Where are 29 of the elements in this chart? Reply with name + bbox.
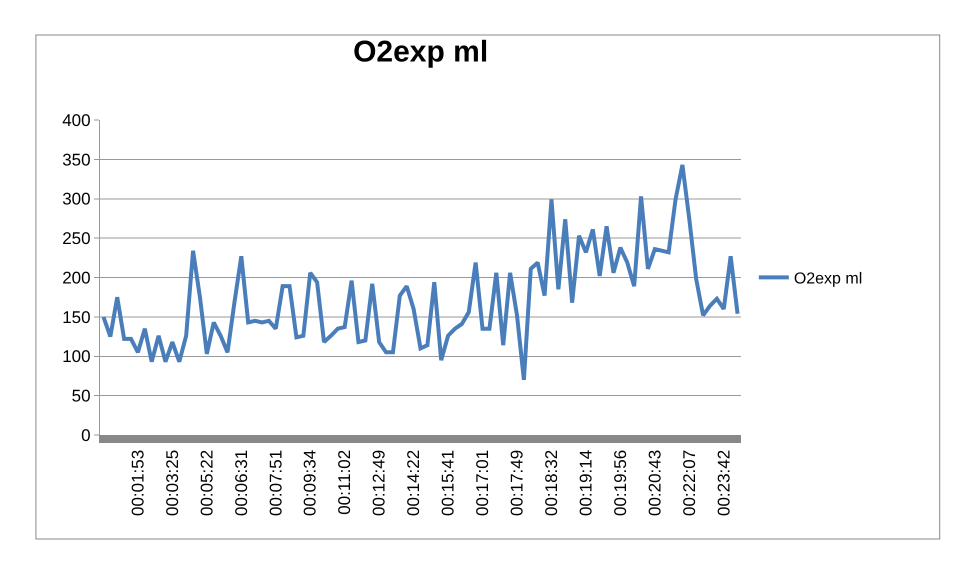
x-tick-label: 00:17:01 [473, 450, 492, 516]
x-tick-label: 00:07:51 [266, 450, 286, 516]
x-tick-label: 00:20:43 [645, 450, 664, 516]
x-tick-label: 00:22:07 [680, 450, 699, 516]
y-tick-label: 200 [62, 268, 91, 288]
x-tick-label: 00:19:14 [576, 450, 596, 516]
x-tick-label: 00:15:41 [438, 450, 458, 516]
x-tick-label: 00:11:02 [335, 450, 354, 515]
x-tick-label: 00:17:49 [508, 450, 527, 516]
x-tick-label: 00:05:22 [197, 450, 216, 516]
x-tick-label: 00:03:25 [162, 450, 182, 516]
y-tick-label: 250 [62, 229, 91, 248]
x-tick-label: 00:06:31 [232, 450, 251, 516]
chart-title: O2exp ml [353, 36, 488, 69]
x-tick-label: 00:23:42 [714, 450, 734, 516]
y-tick-label: 0 [81, 426, 91, 445]
y-tick-label: 100 [62, 347, 91, 366]
y-tick-label: 50 [72, 386, 91, 406]
y-tick-label: 300 [62, 190, 91, 209]
x-tick-label: 00:01:53 [128, 450, 148, 516]
x-tick-label: 00:14:22 [404, 450, 424, 516]
y-tick-label: 150 [62, 308, 91, 327]
x-tick-label: 00:19:56 [610, 450, 630, 516]
legend-label: O2exp ml [794, 270, 862, 288]
y-tick-label: 350 [62, 150, 91, 170]
y-tick-label: 400 [62, 110, 91, 130]
x-tick-label: 00:12:49 [370, 450, 389, 516]
x-tick-label: 00:09:34 [300, 450, 320, 516]
x-tick-label: 00:18:32 [542, 450, 561, 516]
